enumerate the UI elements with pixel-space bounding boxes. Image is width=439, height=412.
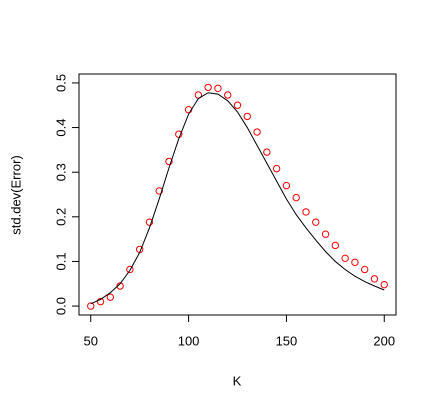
point	[370, 275, 379, 283]
point	[165, 157, 173, 166]
point	[312, 218, 320, 226]
x-tick-label: 150	[276, 333, 298, 348]
point	[233, 101, 242, 109]
x-tick-label: 50	[84, 333, 98, 348]
point	[292, 193, 300, 202]
y-tick-label: 0.5	[53, 74, 68, 92]
y-tick-label: 0.0	[53, 297, 68, 315]
point	[145, 218, 154, 226]
curve	[90, 92, 385, 305]
y-tick-label: 0.2	[53, 208, 68, 226]
point	[263, 148, 271, 156]
y-tick-label: 0.1	[53, 252, 68, 270]
plot-box	[78, 73, 397, 316]
point	[272, 164, 281, 173]
x-axis-label: K	[233, 373, 242, 388]
point	[214, 84, 222, 92]
point	[302, 208, 310, 216]
point	[116, 282, 124, 290]
x-tick-label: 100	[178, 333, 200, 348]
point	[155, 187, 163, 195]
point	[360, 265, 369, 274]
point	[87, 302, 95, 310]
y-tick-label: 0.4	[53, 119, 68, 137]
point	[126, 265, 134, 274]
point	[106, 293, 115, 301]
point	[224, 91, 232, 99]
point	[341, 254, 349, 263]
point	[282, 181, 291, 190]
y-tick-label: 0.3	[53, 163, 68, 181]
point	[96, 297, 105, 306]
x-tick-label: 200	[373, 333, 395, 348]
point	[253, 128, 261, 136]
point	[243, 112, 251, 121]
point	[321, 230, 330, 238]
point	[331, 241, 340, 250]
point	[380, 280, 388, 289]
point	[204, 83, 212, 92]
y-axis-label: std.dev(Error)	[8, 155, 23, 234]
point	[351, 258, 359, 267]
